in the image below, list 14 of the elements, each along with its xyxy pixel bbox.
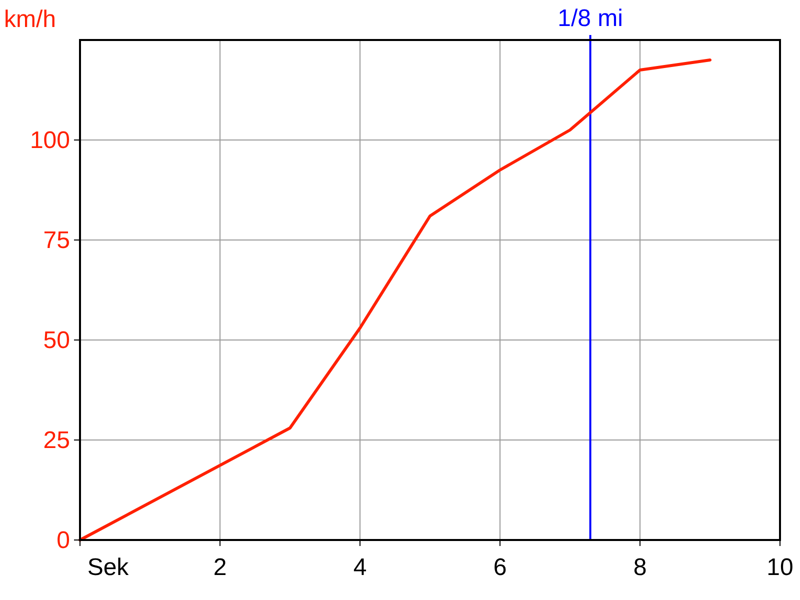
x-tick-label: 4 — [353, 554, 367, 581]
y-tick-label: 50 — [43, 327, 70, 354]
ref-line-label: 1/8 mi — [558, 5, 623, 32]
y-tick-label: 0 — [56, 527, 70, 554]
x-tick-label: 10 — [766, 554, 794, 581]
line-series — [78, 58, 712, 542]
y-tick-label: 75 — [43, 227, 70, 254]
x-tick-label: 6 — [493, 554, 507, 581]
x-tick-label: Sek — [87, 554, 130, 581]
y-axis-title: km/h — [4, 6, 56, 33]
y-tick-label: 100 — [30, 127, 70, 154]
x-tick-label: 2 — [213, 554, 227, 581]
y-tick-label: 25 — [43, 427, 70, 454]
x-tick-label: 8 — [633, 554, 647, 581]
